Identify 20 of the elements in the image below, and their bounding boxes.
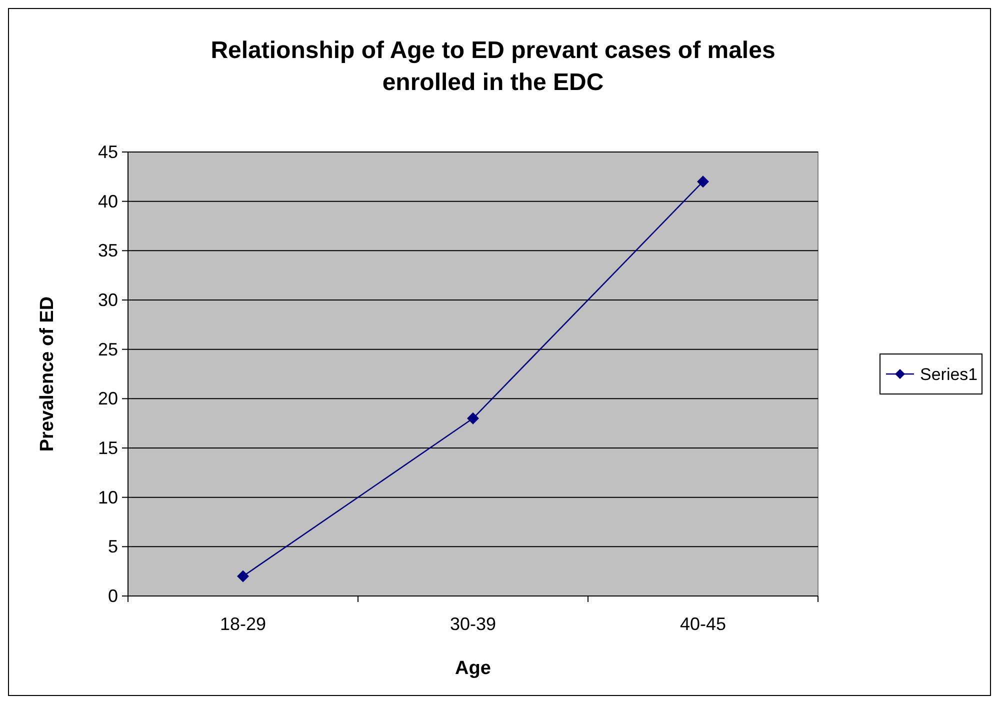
x-tick-label: 30-39 <box>450 614 496 634</box>
y-tick-label: 45 <box>98 142 118 162</box>
point <box>467 412 479 424</box>
y-tick-label: 25 <box>98 339 118 360</box>
y-tick-label: 40 <box>98 191 118 212</box>
y-tick-label: 15 <box>98 438 118 458</box>
y-tick-label: 30 <box>98 290 118 310</box>
point <box>237 570 249 582</box>
x-tick-label: 40-45 <box>680 614 726 634</box>
legend-label: Series1 <box>920 365 978 384</box>
y-tick-label: 35 <box>98 240 118 261</box>
y-tick-label: 10 <box>98 487 118 508</box>
y-tick-label: 0 <box>108 586 118 606</box>
y-tick-label: 5 <box>108 536 118 557</box>
y-axis-title: Prevalence of ED <box>37 296 58 452</box>
point <box>697 176 709 188</box>
x-tick-label: 18-29 <box>220 614 266 634</box>
chart-title: Relationship of Age to ED prevant cases of males enrolled in the EDC <box>210 37 776 96</box>
x-axis-title: Age <box>455 658 491 679</box>
y-tick-label: 20 <box>98 388 118 409</box>
